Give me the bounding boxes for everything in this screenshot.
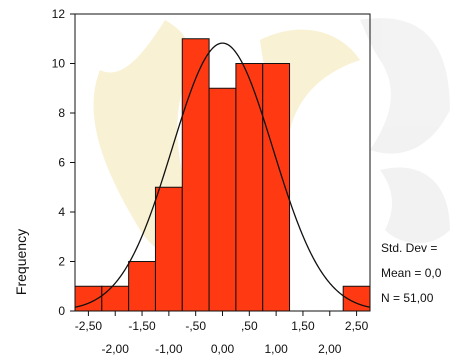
x-tick-label-lower-0: -2,00 <box>102 342 130 356</box>
x-axis-ticks: -2,50 -1,50 -,50 ,50 1,50 2,50 -2,00 -1,00 0,00 1… <box>75 311 369 356</box>
y-tick-label-1: 2 <box>58 255 65 269</box>
x-tick-label-lower-1: -1,00 <box>155 342 183 356</box>
y-axis-label: Frequency <box>13 229 29 295</box>
y-tick-label-3: 6 <box>58 156 65 170</box>
histogram-bar-6 <box>235 63 264 312</box>
normal-curve <box>74 42 371 308</box>
y-axis-ticks: 0 2 4 6 8 10 12 <box>52 7 75 318</box>
stats-box: Std. Dev = Mean = 0,0 N = 51,00 <box>381 241 442 305</box>
y-tick-label-6: 12 <box>52 7 66 21</box>
stat-n: N = 51,00 <box>381 291 434 305</box>
x-tick-label-upper-4: 1,50 <box>291 319 315 333</box>
y-tick-label-2: 4 <box>58 205 65 219</box>
x-tick-label-upper-5: 2,50 <box>345 319 369 333</box>
x-tick-label-lower-2: 0,00 <box>211 342 235 356</box>
x-tick-label-upper-3: ,50 <box>241 319 258 333</box>
y-tick-label-4: 8 <box>58 106 65 120</box>
x-tick-label-upper-0: -2,50 <box>75 319 103 333</box>
x-tick-label-upper-1: -1,50 <box>128 319 156 333</box>
x-tick-label-lower-4: 2,00 <box>318 342 342 356</box>
stat-std-dev: Std. Dev = <box>381 241 437 255</box>
y-tick-label-5: 10 <box>52 57 66 71</box>
x-tick-label-lower-3: 1,00 <box>264 342 288 356</box>
x-tick-label-upper-2: -,50 <box>185 319 206 333</box>
y-tick-label-0: 0 <box>58 304 65 318</box>
histogram-bar-2 <box>128 261 156 312</box>
plot-area: 0 2 4 6 8 10 12 -2,50 -1,50 -,50 ,50 1,50 2,50 -2,00… <box>52 7 371 356</box>
histogram-bar-1 <box>101 285 130 312</box>
histogram-bar-3 <box>154 186 183 312</box>
stat-mean: Mean = 0,0 <box>381 266 442 280</box>
histogram-bar-5 <box>208 87 237 312</box>
